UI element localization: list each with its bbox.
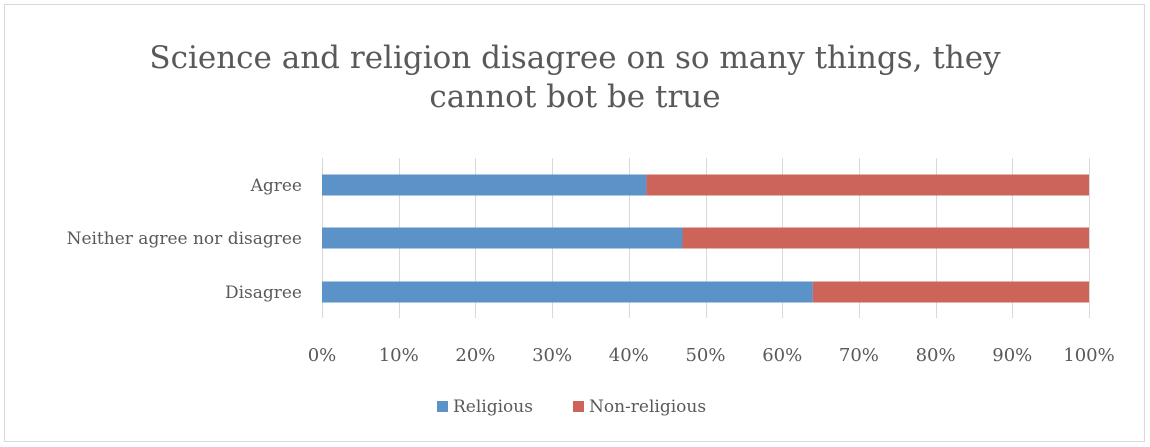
x-tick-label: 10% bbox=[379, 345, 419, 366]
bar-non-religious-1 bbox=[682, 227, 1089, 249]
x-tick-label: 80% bbox=[916, 345, 956, 366]
legend-label: Religious bbox=[453, 397, 533, 417]
bar-religious-0 bbox=[322, 174, 647, 196]
bar-religious-2 bbox=[322, 281, 813, 303]
category-label: Disagree bbox=[225, 283, 302, 303]
bars bbox=[322, 174, 1089, 303]
x-tick-label: 60% bbox=[762, 345, 802, 366]
bar-non-religious-2 bbox=[812, 281, 1089, 303]
x-tick-label: 50% bbox=[685, 345, 725, 366]
x-tick-label: 90% bbox=[992, 345, 1032, 366]
chart-frame bbox=[4, 4, 1145, 442]
chart-title-line-1: Science and religion disagree on so many… bbox=[149, 40, 1001, 76]
legend-swatch-religious bbox=[437, 401, 448, 412]
x-tick-label: 40% bbox=[609, 345, 649, 366]
x-tick-label: 100% bbox=[1063, 345, 1114, 366]
x-axis-tick-labels: 0% 10% 20% 30% 40% 50% 60% 70% 80% 90% 100% bbox=[308, 345, 1115, 366]
chart-title: Science and religion disagree on so many… bbox=[149, 40, 1001, 115]
category-label: Agree bbox=[250, 176, 302, 196]
legend: Religious Non-religious bbox=[437, 397, 706, 417]
x-tick-label: 70% bbox=[839, 345, 879, 366]
x-tick-label: 30% bbox=[532, 345, 572, 366]
bar-non-religious-0 bbox=[646, 174, 1089, 196]
category-label: Neither agree nor disagree bbox=[67, 229, 302, 249]
legend-label: Non-religious bbox=[589, 397, 706, 417]
chart-title-line-2: cannot bot be true bbox=[429, 79, 720, 115]
x-tick-label: 0% bbox=[308, 345, 337, 366]
x-tick-label: 20% bbox=[455, 345, 495, 366]
bar-religious-1 bbox=[322, 227, 683, 249]
legend-swatch-non-religious bbox=[573, 401, 584, 412]
category-labels: Agree Neither agree nor disagree Disagree bbox=[67, 176, 302, 303]
